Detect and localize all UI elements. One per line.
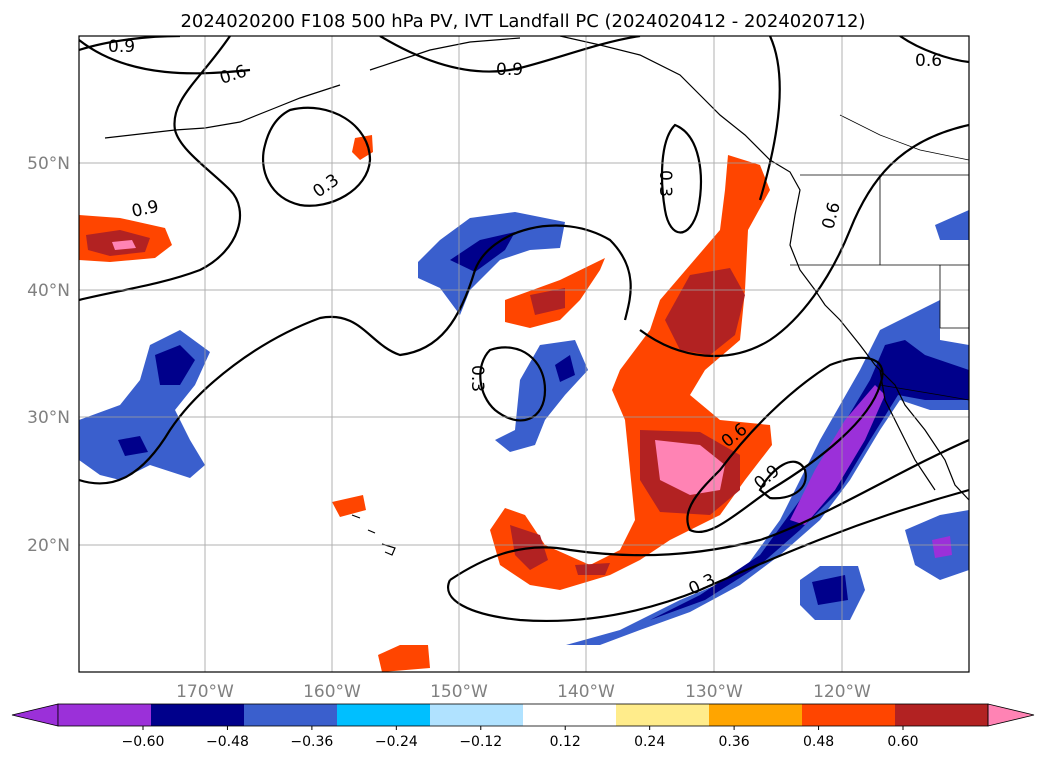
- border-layer: [790, 114, 969, 401]
- lon-tick-label: 170°W: [176, 682, 234, 702]
- lon-tick-label: 160°W: [303, 682, 361, 702]
- pv-contour-0.3-north: [261, 106, 372, 207]
- negative-anomaly-mid-core: [555, 355, 575, 382]
- negative-anomaly-southeast-core: [812, 575, 848, 605]
- map-frame: [78, 35, 970, 673]
- pv-contour-0.3-south: [449, 438, 969, 581]
- lon-tick-label: 140°W: [557, 682, 615, 702]
- colorbar-tick-label: 0.60: [887, 734, 918, 750]
- pv-contour-layer: [79, 36, 969, 623]
- colorbar-segment: [244, 704, 338, 726]
- colorbar-tick-label: −0.60: [122, 734, 165, 750]
- alaska-peninsula-coastline: [369, 37, 521, 71]
- shaded-field-layer: [79, 135, 969, 672]
- hawaii-islands: [351, 514, 396, 556]
- colorbar-tick-label: 0.24: [634, 734, 665, 750]
- negative-anomaly-west-core: [155, 345, 195, 385]
- lon-tick-label: 130°W: [685, 682, 743, 702]
- coastline-layer: [104, 36, 969, 556]
- colorbar-tick-label: −0.24: [375, 734, 418, 750]
- lon-tick-labels: 170°W 160°W 150°W 140°W 130°W 120°W: [176, 682, 871, 702]
- pv-contour-0.9-mid: [379, 36, 641, 73]
- lon-tick-label: 150°W: [430, 682, 488, 702]
- colorbar-segment: [58, 704, 152, 726]
- figure-title: 2024020200 F108 500 hPa PV, IVT Landfall…: [180, 11, 865, 32]
- colorbar-segment: [337, 704, 431, 726]
- contour-label: 0.3: [655, 170, 675, 197]
- colorbar-segment: [523, 704, 617, 726]
- contour-label: 0.6: [915, 51, 942, 71]
- lat-tick-labels: 50°N 40°N 30°N 20°N: [27, 154, 70, 556]
- colorbar-extend-min: [11, 703, 59, 727]
- pv-contour-0.6-north: [79, 36, 242, 302]
- positive-anomaly-mid-core: [530, 288, 565, 315]
- colorbar-segment: [802, 704, 896, 726]
- colorbar-tick-label: −0.12: [459, 734, 502, 750]
- colorbar-segment: [616, 704, 710, 726]
- pv-contour-0.3-south-loop: [447, 488, 969, 623]
- colorbar-tick-label: −0.48: [206, 734, 249, 750]
- lat-tick-label: 20°N: [27, 536, 70, 556]
- pv-contour-0.6-ne: [899, 36, 969, 64]
- us-mexico-border: [879, 384, 969, 401]
- pv-contour-0.6-east: [639, 123, 969, 358]
- lat-tick-label: 50°N: [27, 154, 70, 174]
- pv-contour-0.6-north2: [79, 39, 251, 75]
- pv-contour-0.6-south: [79, 224, 632, 485]
- colorbar-ticks: −0.60 −0.48 −0.36 −0.24 −0.12 0.12 0.24 0.36 0.4…: [122, 726, 919, 750]
- pv-contour-0.9-wrap: [758, 36, 781, 201]
- negative-anomaly-northeast: [935, 210, 969, 240]
- colorbar-tick-label: 0.36: [719, 734, 750, 750]
- colorbar-tick-label: −0.36: [290, 734, 333, 750]
- lat-tick-label: 40°N: [27, 281, 70, 301]
- state-borders: [790, 114, 969, 329]
- negative-anomaly-coastal-core: [650, 340, 969, 620]
- lon-tick-label: 120°W: [813, 682, 871, 702]
- contour-label: 0.3: [467, 365, 487, 392]
- aleutian-islands: [104, 84, 341, 139]
- positive-anomaly-south: [378, 645, 430, 672]
- positive-anomaly-peak: [655, 440, 725, 495]
- colorbar-tick-label: 0.48: [803, 734, 834, 750]
- positive-anomaly-hawaii: [332, 495, 366, 517]
- colorbar-segment: [709, 704, 803, 726]
- colorbar-tick-label: 0.12: [550, 734, 581, 750]
- positive-anomaly-west-peak: [112, 240, 136, 250]
- colorbar-extend-max: [987, 703, 1035, 727]
- pv-contour-0.6-trough: [686, 356, 884, 533]
- contour-label: 0.9: [496, 60, 523, 80]
- graticule: [79, 36, 969, 672]
- map-panel: 0.9 0.6 0.9 0.6 0.3 0.9 0.3 0.6 0.3 0.9 …: [78, 35, 970, 673]
- north-america-coastline: [559, 36, 969, 501]
- positive-anomaly-north: [352, 135, 373, 160]
- colorbar-outline: [57, 703, 989, 727]
- colorbar-segment: [151, 704, 245, 726]
- colorbar-segment: [430, 704, 524, 726]
- colorbar: −0.60 −0.48 −0.36 −0.24 −0.12 0.12 0.24 0.36 0.4…: [11, 703, 1035, 750]
- pv-contour-0.9-trough: [758, 460, 807, 500]
- colorbar-segments: [11, 703, 1035, 727]
- baja-peninsula-coastline: [879, 369, 936, 491]
- colorbar-segment: [895, 704, 989, 726]
- contour-label: 0.9: [108, 37, 135, 57]
- negative-anomaly-peak: [790, 385, 885, 525]
- negative-anomaly-upper: [418, 212, 565, 315]
- lat-tick-label: 30°N: [27, 408, 70, 428]
- positive-anomaly-core: [575, 563, 610, 575]
- negative-anomaly-east-core: [932, 536, 952, 558]
- negative-anomaly-west-core: [118, 436, 148, 456]
